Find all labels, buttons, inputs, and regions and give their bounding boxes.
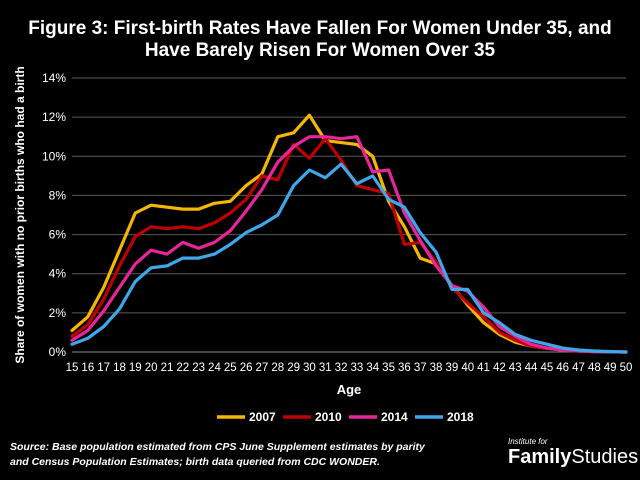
x-tick-label: 48 bbox=[588, 362, 601, 374]
x-tick-label: 44 bbox=[525, 362, 538, 374]
x-tick-label: 37 bbox=[414, 362, 427, 374]
series-line-2018 bbox=[70, 162, 628, 354]
x-tick-label: 27 bbox=[256, 362, 269, 374]
x-tick-label: 28 bbox=[271, 362, 284, 374]
series-line-2007 bbox=[70, 113, 628, 354]
x-tick-label: 30 bbox=[303, 362, 316, 374]
ifs-logo: FamilyStudies bbox=[508, 446, 638, 469]
x-tick-label: 19 bbox=[129, 362, 142, 374]
x-tick-label: 43 bbox=[509, 362, 522, 374]
x-tick-label: 31 bbox=[319, 362, 332, 374]
logo-bold-text: Family bbox=[508, 446, 572, 468]
x-tick-label: 26 bbox=[240, 362, 253, 374]
chart-title-line-1: Figure 3: First-birth Rates Have Fallen … bbox=[28, 18, 612, 39]
x-axis-label: Age bbox=[337, 382, 362, 397]
x-tick-label: 21 bbox=[161, 362, 174, 374]
y-tick-label: 6% bbox=[49, 228, 67, 242]
x-tick-label: 20 bbox=[145, 362, 158, 374]
source-note-line-1: Source: Base population estimated from C… bbox=[10, 441, 425, 453]
x-tick-label: 25 bbox=[224, 362, 237, 374]
x-tick-label: 16 bbox=[81, 362, 94, 374]
x-tick-label: 15 bbox=[66, 362, 79, 374]
x-tick-label: 18 bbox=[113, 362, 126, 374]
x-tick-label: 49 bbox=[604, 362, 617, 374]
x-tick-label: 35 bbox=[382, 362, 395, 374]
series-line-2010 bbox=[70, 137, 628, 354]
series-line-2014 bbox=[70, 135, 628, 354]
x-tick-label: 22 bbox=[176, 362, 189, 374]
x-tick-label: 39 bbox=[445, 362, 458, 374]
y-tick-label: 14% bbox=[42, 71, 66, 85]
x-tick-label: 38 bbox=[430, 362, 443, 374]
x-tick-label: 34 bbox=[366, 362, 379, 374]
x-tick-label: 36 bbox=[398, 362, 411, 374]
y-tick-label: 10% bbox=[42, 149, 66, 163]
y-tick-label: 8% bbox=[49, 188, 67, 202]
source-note-line-2: and Census Population Estimates; birth d… bbox=[10, 456, 380, 468]
x-tick-label: 23 bbox=[192, 362, 205, 374]
x-tick-label: 42 bbox=[493, 362, 506, 374]
y-tick-label: 4% bbox=[49, 267, 67, 281]
chart-title-line-2: Have Barely Risen For Women Over 35 bbox=[144, 40, 496, 61]
y-tick-label: 0% bbox=[49, 345, 67, 359]
x-tick-label: 50 bbox=[620, 362, 633, 374]
x-tick-label: 47 bbox=[572, 362, 585, 374]
x-tick-label: 33 bbox=[351, 362, 364, 374]
legend-label-2010: 2010 bbox=[315, 410, 342, 424]
x-tick-label: 24 bbox=[208, 362, 221, 374]
y-axis-label: Share of women with no prior births who … bbox=[13, 66, 27, 363]
x-tick-label: 40 bbox=[461, 362, 474, 374]
x-tick-label: 41 bbox=[477, 362, 490, 374]
legend-label-2007: 2007 bbox=[249, 410, 276, 424]
x-tick-label: 32 bbox=[335, 362, 348, 374]
x-tick-label: 17 bbox=[97, 362, 110, 374]
x-tick-label: 29 bbox=[287, 362, 300, 374]
logo-light-text: Studies bbox=[571, 446, 639, 468]
legend-label-2014: 2014 bbox=[381, 410, 408, 424]
y-tick-label: 12% bbox=[42, 110, 66, 124]
logo-institute-text: Institute for bbox=[508, 437, 548, 446]
x-tick-label: 46 bbox=[556, 362, 569, 374]
legend-label-2018: 2018 bbox=[447, 410, 474, 424]
y-tick-label: 2% bbox=[49, 306, 67, 320]
x-tick-label: 45 bbox=[540, 362, 553, 374]
